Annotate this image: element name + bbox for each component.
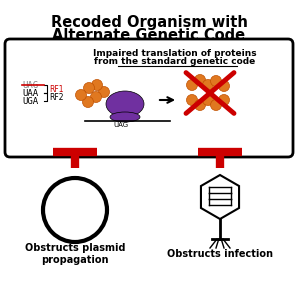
Circle shape xyxy=(99,86,109,98)
FancyBboxPatch shape xyxy=(5,39,293,157)
Circle shape xyxy=(91,92,102,103)
Ellipse shape xyxy=(110,112,140,122)
Text: UAA: UAA xyxy=(22,88,38,98)
Text: UAG: UAG xyxy=(22,80,38,89)
Text: UGA: UGA xyxy=(22,97,38,106)
Circle shape xyxy=(83,97,94,107)
Text: Obstructs infection: Obstructs infection xyxy=(167,249,273,259)
Ellipse shape xyxy=(106,91,144,117)
Polygon shape xyxy=(201,175,239,219)
Text: RF1: RF1 xyxy=(49,85,63,94)
Circle shape xyxy=(210,100,221,110)
Text: Obstructs plasmid
propagation: Obstructs plasmid propagation xyxy=(25,243,125,265)
Circle shape xyxy=(203,80,213,91)
Circle shape xyxy=(218,80,229,92)
Circle shape xyxy=(187,80,198,91)
Text: from the standard genetic code: from the standard genetic code xyxy=(94,58,256,67)
Circle shape xyxy=(75,89,86,100)
Text: Recoded Organism with: Recoded Organism with xyxy=(51,14,247,29)
Text: UAG: UAG xyxy=(114,122,128,128)
Circle shape xyxy=(203,94,213,106)
Circle shape xyxy=(210,76,221,86)
Circle shape xyxy=(195,74,206,86)
Circle shape xyxy=(91,80,103,91)
Circle shape xyxy=(195,100,206,110)
Text: RF2: RF2 xyxy=(49,92,63,101)
Text: Alternate Genetic Code: Alternate Genetic Code xyxy=(52,28,246,43)
Circle shape xyxy=(218,94,229,106)
Circle shape xyxy=(43,178,107,242)
Circle shape xyxy=(187,94,198,106)
Text: Impaired translation of proteins: Impaired translation of proteins xyxy=(93,49,257,58)
Circle shape xyxy=(83,82,94,94)
